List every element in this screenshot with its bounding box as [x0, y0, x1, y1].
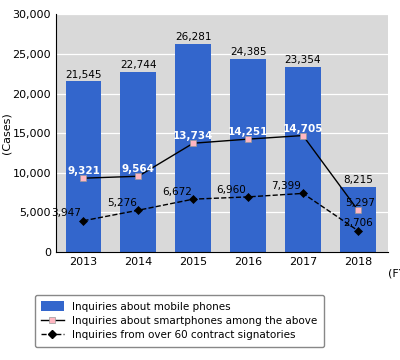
Text: 7,399: 7,399	[272, 181, 302, 191]
Text: 5,297: 5,297	[346, 198, 376, 208]
Bar	[340, 187, 376, 252]
Bar	[120, 72, 156, 252]
Bar	[66, 81, 101, 252]
Bar	[285, 67, 321, 252]
Text: 13,734: 13,734	[173, 131, 214, 141]
Text: 26,281: 26,281	[175, 32, 212, 42]
Text: 3,947: 3,947	[51, 208, 81, 219]
Bar	[230, 59, 266, 252]
Text: 9,564: 9,564	[122, 164, 155, 174]
Legend: Inquiries about mobile phones, Inquiries about smartphones among the above, Inqu: Inquiries about mobile phones, Inquiries…	[35, 295, 324, 347]
Y-axis label: (Cases): (Cases)	[1, 112, 11, 154]
Text: 21,545: 21,545	[65, 70, 102, 80]
Text: 6,672: 6,672	[162, 187, 192, 197]
Text: 5,276: 5,276	[107, 198, 137, 208]
Text: 23,354: 23,354	[285, 55, 321, 66]
Text: 14,251: 14,251	[228, 127, 268, 137]
Text: (FY): (FY)	[388, 269, 400, 279]
Text: 6,960: 6,960	[217, 185, 246, 194]
Bar	[175, 44, 211, 252]
Text: 8,215: 8,215	[343, 175, 373, 185]
Text: 22,744: 22,744	[120, 60, 156, 70]
Text: 24,385: 24,385	[230, 47, 266, 57]
Text: 2,706: 2,706	[343, 218, 373, 228]
Text: 14,705: 14,705	[283, 123, 323, 134]
Text: 9,321: 9,321	[67, 166, 100, 176]
